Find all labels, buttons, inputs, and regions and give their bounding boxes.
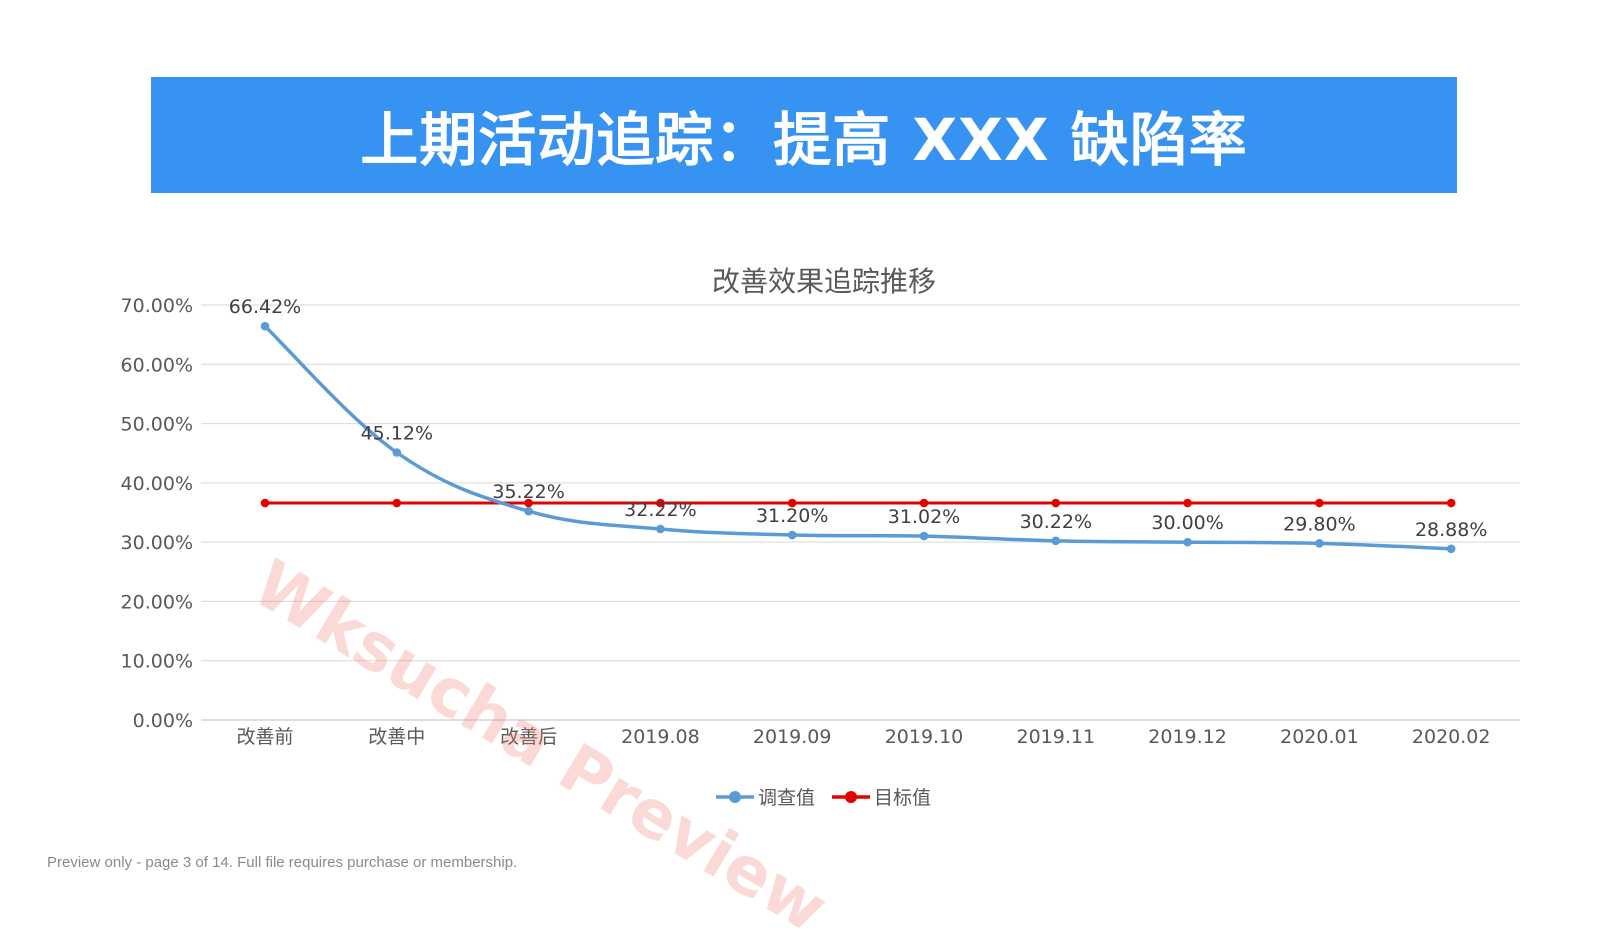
legend-item: 目标值 — [832, 787, 931, 809]
x-tick-label: 改善中 — [368, 726, 425, 748]
data-label: 66.42% — [229, 296, 301, 318]
data-point — [656, 524, 665, 534]
slide-title: 上期活动追踪：提高 XXX 缺陷率 — [360, 106, 1248, 174]
series-survey: 66.42% 45.12% 35.22% 32.22% 31.20% 31.02% 30.2… — [229, 296, 1487, 554]
data-point — [1446, 498, 1456, 508]
y-tick-label: 40.00% — [121, 473, 193, 495]
data-label: 31.02% — [888, 506, 960, 528]
x-tick-labels: 改善前 改善中 改善后 2019.08 2019.09 2019.10 2019.11 201… — [236, 726, 1490, 748]
chart-title: 改善效果追踪推移 — [712, 265, 936, 298]
data-label: 30.00% — [1151, 512, 1223, 534]
x-tick-label: 2019.11 — [1017, 726, 1096, 748]
data-point — [1315, 539, 1324, 548]
data-point — [260, 498, 270, 508]
x-tick-label: 2020.01 — [1280, 726, 1359, 748]
y-tick-label: 50.00% — [121, 414, 193, 436]
x-tick-label: 2019.09 — [753, 726, 832, 748]
legend-label: 调查值 — [758, 787, 815, 809]
y-tick-label: 70.00% — [121, 295, 193, 317]
legend-marker — [729, 791, 741, 803]
data-point — [1183, 498, 1192, 508]
line-chart: 改善效果追踪推移 0.00% 10.00% 20.00% 30.00% 40.00% 50.… — [121, 265, 1520, 809]
x-tick-label: 改善后 — [500, 726, 557, 748]
data-label: 31.20% — [756, 505, 828, 527]
legend-marker — [845, 791, 857, 803]
data-label: 28.88% — [1415, 519, 1487, 541]
footer-note: Preview only - page 3 of 14. Full file r… — [47, 854, 518, 871]
y-tick-label: 30.00% — [121, 532, 193, 554]
y-tick-label: 0.00% — [133, 710, 193, 732]
data-point — [919, 531, 929, 541]
data-point — [787, 498, 797, 508]
series-target — [260, 498, 1456, 508]
data-point — [1051, 498, 1061, 508]
x-tick-label: 改善前 — [236, 726, 293, 748]
title-banner: 上期活动追踪：提高 XXX 缺陷率 — [151, 77, 1457, 193]
data-point — [524, 498, 533, 508]
series-line — [263, 324, 1452, 551]
y-tick-labels: 0.00% 10.00% 20.00% 30.00% 40.00% 50.00% 60.00… — [121, 295, 193, 732]
data-label: 35.22% — [492, 481, 564, 503]
x-tick-label: 2019.10 — [885, 726, 964, 748]
x-tick-label: 2020.02 — [1412, 726, 1491, 748]
data-label: 29.80% — [1283, 513, 1355, 535]
data-point — [392, 448, 402, 457]
data-point — [524, 506, 533, 516]
data-point — [1051, 536, 1061, 546]
data-point — [1183, 537, 1192, 547]
data-point — [656, 498, 665, 508]
legend-item: 调查值 — [716, 787, 815, 809]
data-label: 32.22% — [624, 499, 696, 521]
x-tick-label: 2019.12 — [1148, 726, 1227, 748]
y-tick-label: 20.00% — [121, 591, 193, 613]
data-point — [392, 498, 402, 508]
legend-label: 目标值 — [874, 787, 931, 809]
x-tick-label: 2019.08 — [621, 726, 700, 748]
y-tick-label: 10.00% — [121, 651, 193, 673]
data-point — [1446, 544, 1456, 554]
data-point — [260, 321, 270, 331]
data-point — [787, 530, 797, 540]
data-point — [1315, 498, 1324, 508]
y-tick-label: 60.00% — [121, 354, 193, 376]
data-label: 45.12% — [361, 423, 433, 445]
data-point — [919, 498, 929, 508]
legend: 调查值 目标值 — [716, 787, 931, 809]
data-label: 30.22% — [1020, 511, 1092, 533]
